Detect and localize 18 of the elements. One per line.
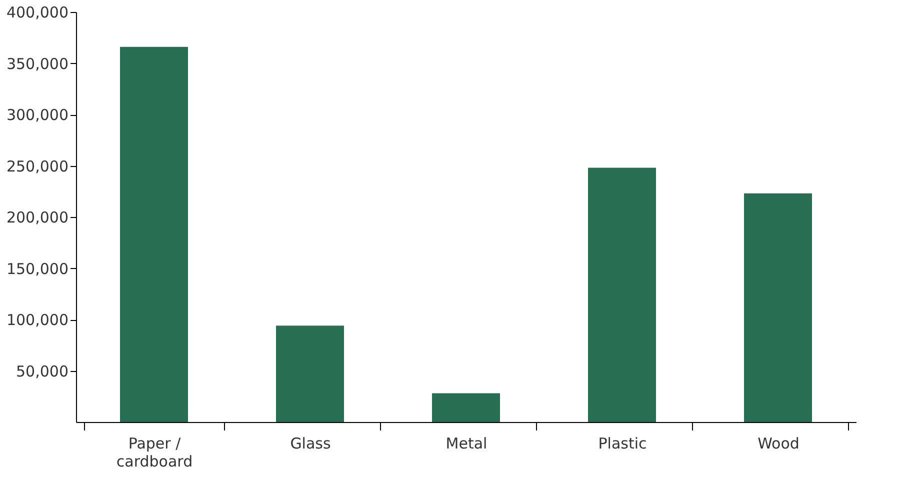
y-tick-label: 100,000 [6,311,68,329]
y-tick-label: 50,000 [16,362,68,380]
y-tick-label: 150,000 [6,260,68,278]
bar [744,193,812,422]
y-tick-label: 200,000 [6,208,68,226]
x-tick-label: Metal [446,434,488,452]
x-tick-label: Wood [758,434,800,452]
bar [588,168,656,422]
x-tick-label: Glass [290,434,331,452]
bar [276,326,344,422]
x-tick-label: Plastic [598,434,647,452]
x-tick-label: Paper / cardboard [116,434,193,470]
y-tick-label: 300,000 [6,106,68,124]
bar [120,46,188,422]
y-tick-label: 400,000 [6,4,68,22]
y-tick-label: 250,000 [6,157,68,176]
y-tick-label: 350,000 [6,54,68,73]
bar [432,393,500,422]
